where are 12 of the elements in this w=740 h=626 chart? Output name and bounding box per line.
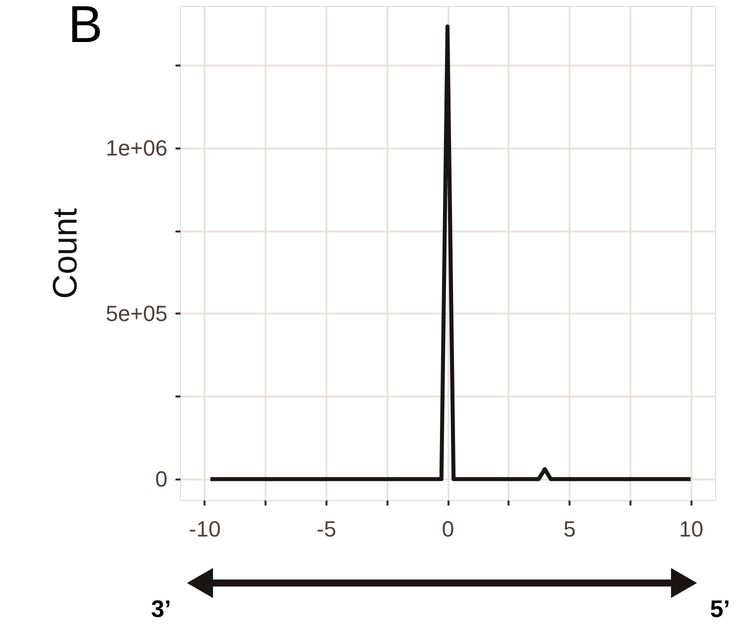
y-tick-label: 5e+05 [106, 300, 168, 326]
y-tick-label: 1e+06 [106, 135, 168, 160]
x-tick-label: -10 [188, 516, 221, 542]
x-tick-label: 5 [563, 516, 576, 542]
y-axis-title: Count [46, 208, 85, 299]
text: 3’ [150, 596, 172, 623]
text: 5’ [710, 596, 730, 623]
x-tick-label: 10 [678, 516, 704, 542]
x-tick-label: 0 [442, 516, 454, 542]
x-tick-label: -5 [316, 516, 336, 542]
y-tick-label: 0 [155, 466, 168, 492]
chart-title: B [68, 0, 103, 54]
